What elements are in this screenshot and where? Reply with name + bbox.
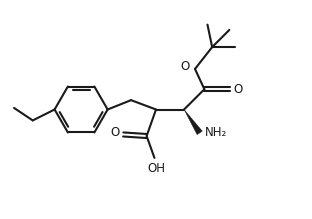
Text: OH: OH — [147, 162, 165, 175]
Text: NH₂: NH₂ — [205, 126, 227, 140]
Text: O: O — [234, 83, 243, 96]
Polygon shape — [184, 110, 202, 135]
Text: O: O — [110, 126, 119, 140]
Text: O: O — [180, 60, 189, 73]
